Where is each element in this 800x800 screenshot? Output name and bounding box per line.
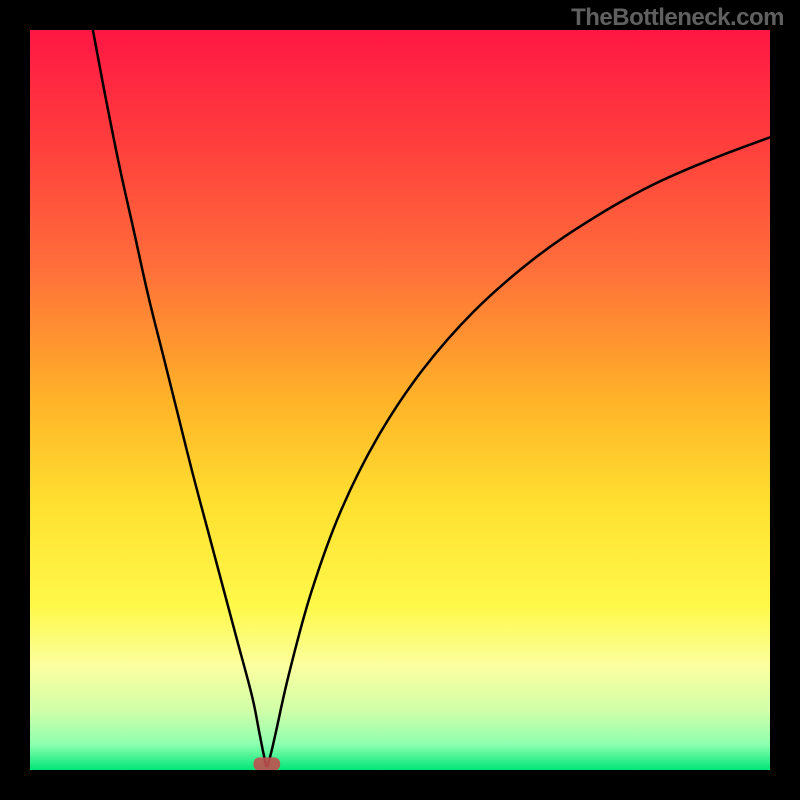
bottleneck-chart (30, 30, 770, 770)
watermark-text: TheBottleneck.com (571, 4, 784, 32)
minimum-marker (253, 757, 280, 770)
chart-svg (30, 30, 770, 770)
